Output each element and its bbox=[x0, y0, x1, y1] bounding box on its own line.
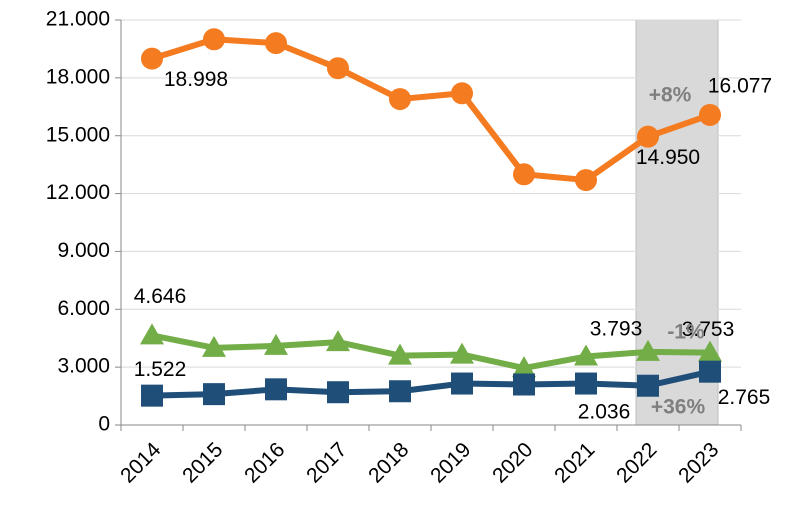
data-label: 18.998 bbox=[164, 68, 228, 91]
marker bbox=[389, 88, 411, 111]
marker bbox=[265, 32, 287, 55]
marker bbox=[637, 125, 659, 148]
marker bbox=[202, 335, 226, 357]
annotation: -1% bbox=[667, 321, 705, 344]
x-tick-label: 2014 bbox=[116, 438, 166, 488]
data-label: 4.646 bbox=[134, 285, 187, 308]
y-tick-label: 0 bbox=[98, 413, 110, 436]
marker bbox=[513, 373, 535, 396]
marker bbox=[636, 339, 660, 361]
marker bbox=[141, 47, 163, 70]
marker bbox=[513, 163, 535, 186]
y-tick-label: 6.000 bbox=[57, 297, 110, 320]
marker bbox=[450, 342, 474, 364]
y-tick-label: 12.000 bbox=[46, 181, 110, 204]
marker bbox=[574, 344, 598, 366]
x-tick-label: 2023 bbox=[674, 438, 723, 487]
marker bbox=[203, 383, 225, 406]
data-label: 14.950 bbox=[636, 146, 700, 169]
y-tick-label: 9.000 bbox=[57, 239, 110, 262]
x-tick-label: 2018 bbox=[364, 438, 413, 487]
data-label: 2.036 bbox=[578, 400, 631, 423]
annotation: +8% bbox=[649, 84, 692, 107]
data-label: 3.753 bbox=[682, 318, 735, 341]
y-tick-label: 18.000 bbox=[46, 65, 110, 88]
marker bbox=[451, 372, 473, 395]
data-label: 1.522 bbox=[134, 358, 187, 381]
series-line bbox=[151, 332, 711, 372]
marker bbox=[575, 372, 597, 395]
marker bbox=[265, 378, 287, 401]
y-tick-label: 3.000 bbox=[57, 355, 110, 378]
marker bbox=[141, 384, 163, 407]
marker bbox=[637, 374, 659, 397]
marker bbox=[326, 330, 350, 352]
y-tick-label: 15.000 bbox=[46, 123, 110, 146]
marker bbox=[264, 333, 288, 355]
x-tick-label: 2017 bbox=[302, 438, 351, 487]
marker bbox=[203, 28, 225, 51]
marker bbox=[699, 360, 721, 383]
annotation: +36% bbox=[651, 396, 706, 419]
marker bbox=[699, 103, 721, 126]
marker bbox=[698, 340, 722, 362]
marker bbox=[512, 356, 536, 378]
marker bbox=[389, 380, 411, 403]
x-tick-label: 2020 bbox=[488, 438, 537, 487]
series-line bbox=[151, 36, 711, 184]
marker bbox=[388, 343, 412, 365]
x-tick-label: 2021 bbox=[550, 438, 599, 487]
series-line bbox=[151, 368, 711, 399]
marker bbox=[140, 323, 164, 345]
marker bbox=[327, 381, 349, 404]
x-tick-label: 2019 bbox=[426, 438, 475, 487]
data-label: 16.077 bbox=[708, 74, 772, 97]
x-tick-label: 2015 bbox=[178, 438, 227, 487]
data-label: 2.765 bbox=[718, 386, 771, 409]
marker bbox=[327, 57, 349, 80]
y-tick-label: 21.000 bbox=[46, 8, 110, 31]
marker bbox=[451, 82, 473, 105]
data-label: 3.793 bbox=[590, 317, 643, 340]
x-tick-label: 2022 bbox=[612, 438, 661, 487]
x-tick-label: 2016 bbox=[240, 438, 289, 487]
marker bbox=[575, 169, 597, 192]
